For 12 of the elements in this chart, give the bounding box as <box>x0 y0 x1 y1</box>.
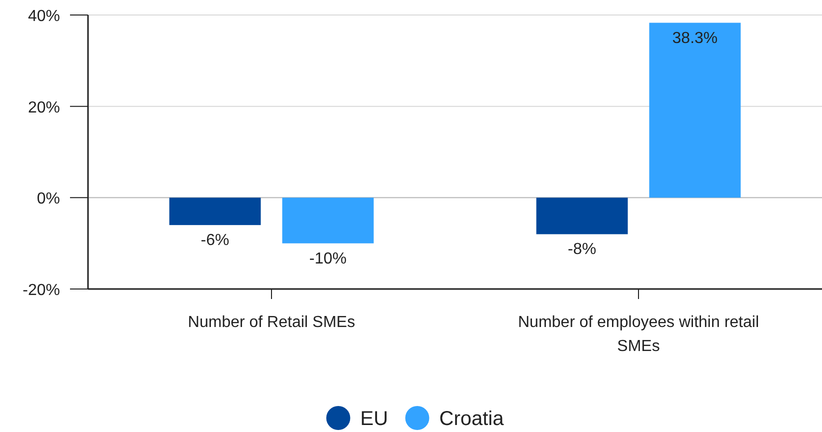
y-tick-label: 20% <box>28 99 60 116</box>
legend-label: Croatia <box>439 408 505 430</box>
y-tick-label: 40% <box>28 8 60 25</box>
legend-label: EU <box>360 408 388 430</box>
data-label: -10% <box>309 250 347 268</box>
data-label: 38.3% <box>672 30 718 47</box>
data-label: -6% <box>200 232 230 250</box>
y-tick-label: -20% <box>22 282 60 299</box>
x-tick-label: Number of employees within retail SMEs <box>518 314 759 355</box>
data-label: -8% <box>568 241 596 258</box>
y-tick-label: 0% <box>36 190 60 208</box>
x-tick-label: Number of Retail SMEs <box>188 314 356 331</box>
